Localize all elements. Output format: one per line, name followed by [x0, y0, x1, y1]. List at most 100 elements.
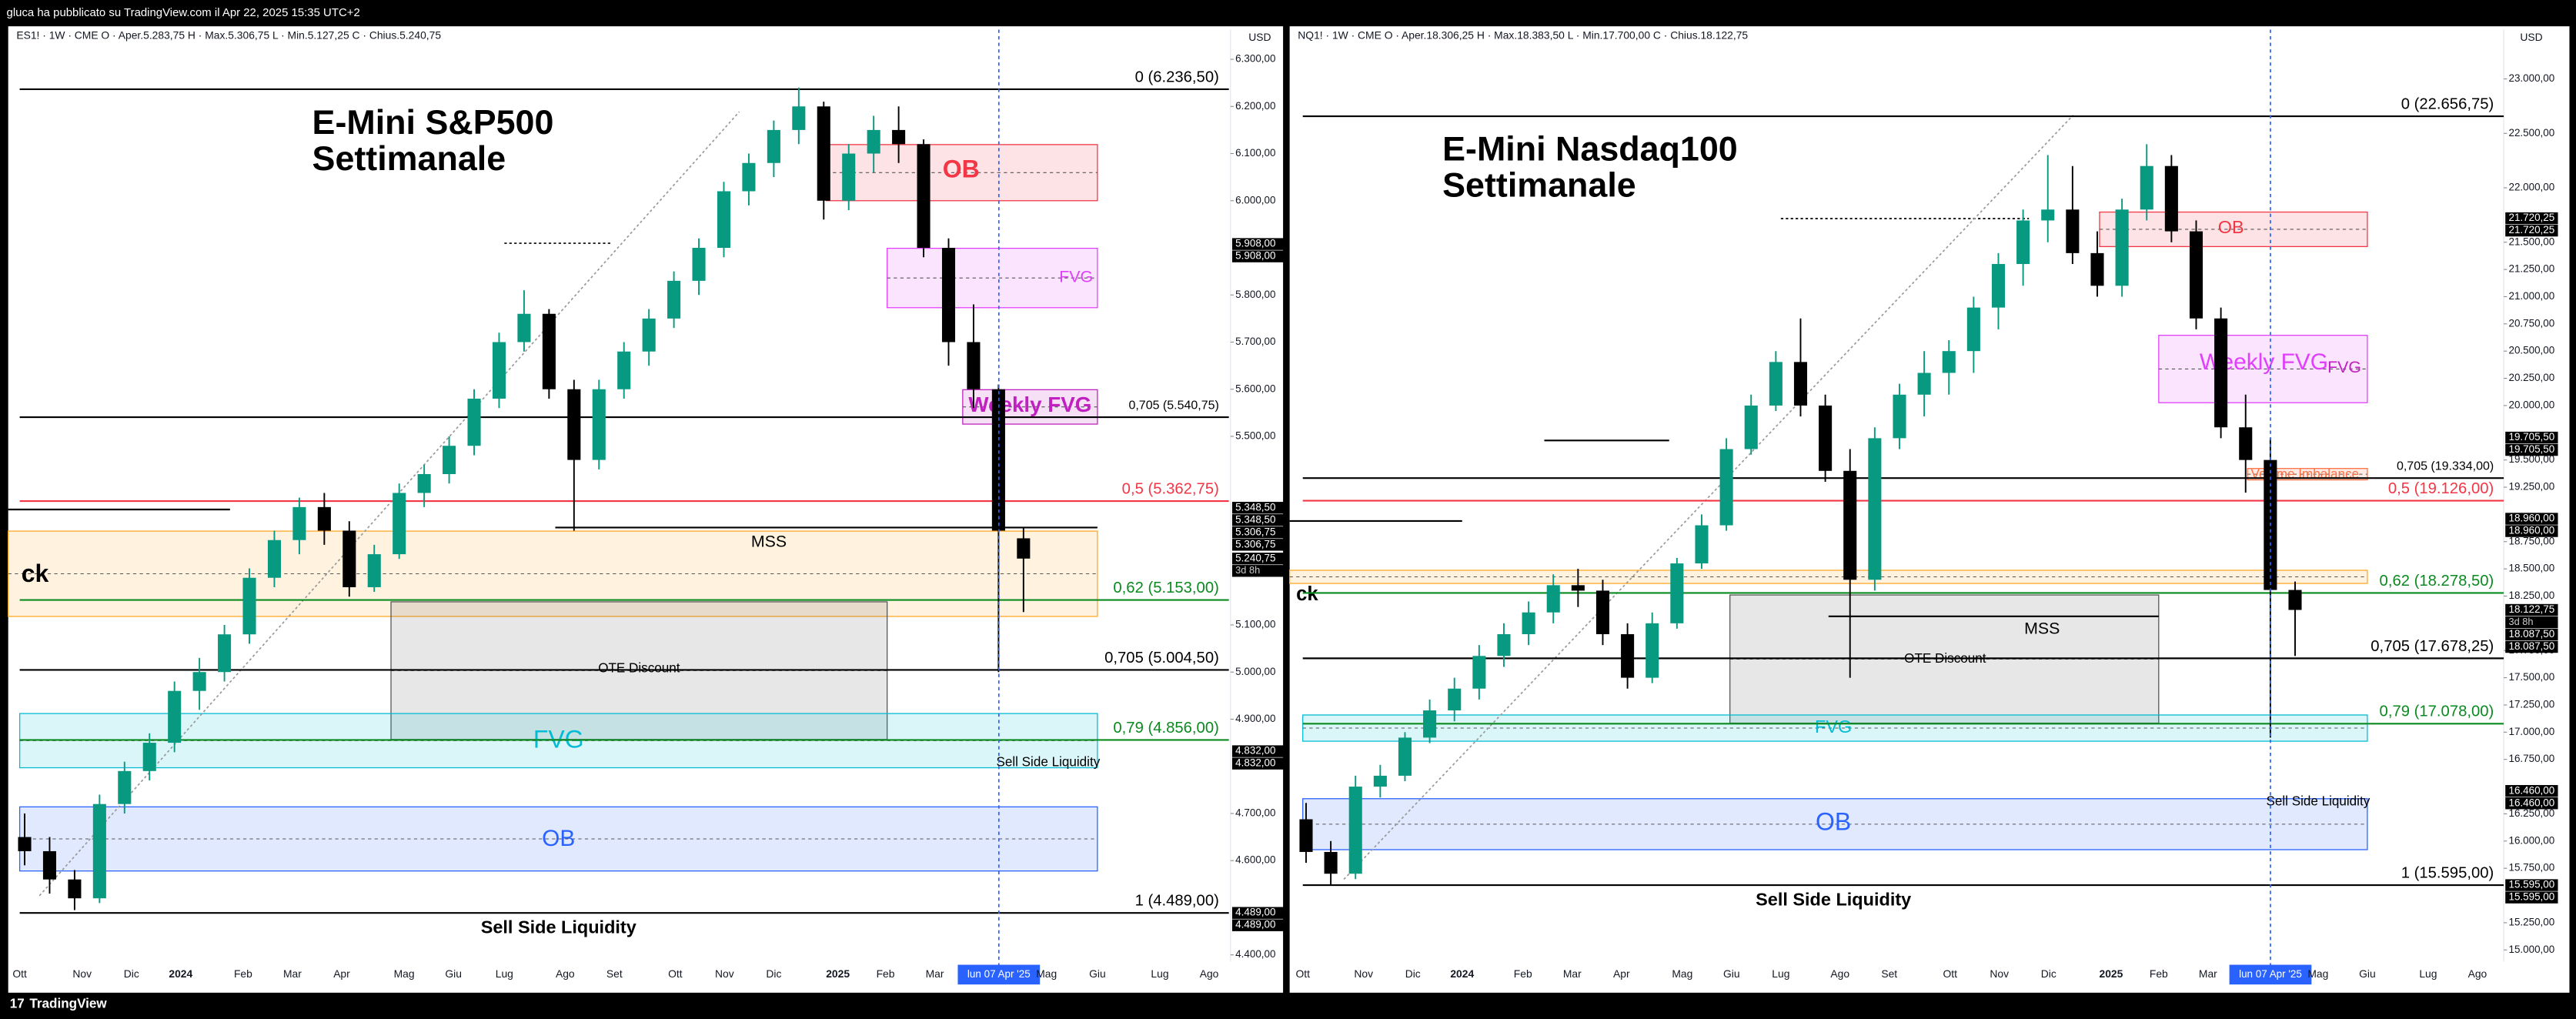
candle-body: [1868, 438, 1882, 580]
price-badge-label: 19.705,50: [2508, 431, 2554, 443]
price-badge: [1231, 745, 1285, 757]
countdown-bg: [1231, 565, 1285, 577]
candle-body: [1522, 612, 1535, 635]
candle-body: [142, 743, 156, 771]
y-tick-label: 17.250,00: [2508, 699, 2554, 710]
price-badge-label: 5.240,75: [1235, 552, 1275, 563]
date-marker-bg: [957, 964, 1041, 985]
x-tick-label: Apr: [1613, 967, 1630, 980]
x-tick-label: Apr: [333, 967, 350, 980]
candle-body: [642, 318, 656, 352]
y-tick-label: 6.300,00: [1235, 53, 1275, 65]
y-tick-label: 6.100,00: [1235, 147, 1275, 159]
candle-body: [1497, 634, 1511, 657]
zone-label: OB: [2218, 217, 2244, 237]
candle-body: [192, 672, 206, 691]
candle-body: [42, 850, 57, 880]
right-panel: [1289, 26, 2570, 993]
zone-label: OB: [1816, 807, 1851, 835]
fib-label: 0,79 (4.856,00): [1113, 720, 1218, 737]
candle-body: [1966, 307, 1980, 352]
y-tick-label: 16.750,00: [2508, 753, 2554, 764]
candle-body: [92, 804, 106, 899]
y-tick-label: 18.250,00: [2508, 590, 2554, 601]
price-badge-label: 18.960,00: [2508, 513, 2554, 524]
x-tick-label: Giu: [2359, 967, 2376, 980]
x-tick-label: Nov: [1990, 967, 2009, 980]
currency: USD: [2520, 31, 2542, 43]
price-badge-label: 5.908,00: [1235, 238, 1275, 249]
symbol-line: NQ1! · 1W · CME O · Aper.18.306,25 H · M…: [1298, 29, 1748, 42]
candle-body: [1843, 470, 1857, 580]
zone-label: FVG: [1815, 717, 1852, 737]
price-badge: [1231, 250, 1285, 262]
fib-label: 0 (22.656,75): [2401, 95, 2494, 112]
candle-body: [717, 191, 731, 249]
y-tick-label: 23.000,00: [2508, 72, 2554, 84]
annotation: FVG: [2327, 358, 2361, 376]
candle-body: [1893, 394, 1906, 439]
x-tick-label: Ott: [12, 967, 27, 980]
candle-body: [892, 129, 906, 145]
candle-body: [692, 248, 706, 281]
candle-body: [1621, 634, 1635, 678]
candle-body: [592, 389, 606, 460]
candle-body: [1942, 351, 1956, 373]
price-badge: [1231, 919, 1285, 931]
y-tick-label: 4.400,00: [1235, 948, 1275, 960]
chart-title: E-Mini S&P500: [312, 102, 554, 142]
y-tick-label: 21.250,00: [2508, 263, 2554, 275]
x-tick-label: Dic: [2041, 967, 2056, 980]
countdown: 3d 8h: [1235, 564, 1260, 576]
annotation: Sell Side Liquidity: [481, 917, 636, 937]
x-tick-label: Feb: [2150, 967, 2168, 980]
x-tick-label: 2024: [1450, 967, 1474, 980]
y-tick-label: 22.500,00: [2508, 127, 2554, 139]
x-tick-label: Lug: [1151, 967, 1168, 980]
candle-body: [2189, 231, 2203, 319]
x-tick-label: Giu: [445, 967, 462, 980]
candle-body: [792, 106, 806, 130]
candle-body: [1769, 362, 1782, 406]
y-tick-label: 5.700,00: [1235, 336, 1275, 347]
y-tick-label: 22.000,00: [2508, 182, 2554, 193]
annotation: Sell Side Liquidity: [996, 754, 1100, 769]
price-badge-label: 16.460,00: [2508, 784, 2554, 796]
fib-label: 1 (15.595,00): [2401, 864, 2494, 881]
y-tick-label: 5.100,00: [1235, 619, 1275, 630]
fib-label: 0 (6.236,50): [1135, 68, 1219, 85]
candle-body: [1299, 819, 1313, 852]
candle-body: [567, 389, 581, 460]
y-tick-label: 15.000,00: [2508, 944, 2554, 955]
candle-body: [1793, 362, 1808, 406]
price-badge: [1231, 502, 1285, 514]
price-badge: [2505, 443, 2558, 456]
fib-label: 0,62 (5.153,00): [1113, 580, 1218, 596]
candle-body: [542, 313, 556, 389]
y-tick-label: 6.200,00: [1235, 100, 1275, 112]
candle-body: [218, 634, 232, 673]
price-badge-label: 15.595,00: [2508, 891, 2554, 903]
candle-body: [2239, 427, 2253, 460]
price-badge-label: 5.348,50: [1235, 513, 1275, 525]
chart-title: Settimanale: [1442, 165, 1636, 204]
candle-body: [767, 129, 780, 163]
chart-title: Settimanale: [312, 139, 506, 178]
price-badge-label: 4.832,00: [1235, 745, 1275, 757]
price-badge: [2505, 628, 2558, 641]
x-tick-label: Mag: [1672, 967, 1692, 980]
fib-label: 0,62 (18.278,50): [2380, 573, 2494, 590]
price-badge-label: 16.460,00: [2508, 797, 2554, 808]
candle-body: [1819, 405, 1833, 471]
y-tick-label: 20.000,00: [2508, 399, 2554, 410]
currency: USD: [1248, 31, 1271, 43]
candle-body: [18, 837, 32, 851]
candle-body: [1448, 688, 1462, 711]
candle-body: [1324, 851, 1338, 874]
candle-body: [267, 540, 282, 578]
price-badge-label: 5.348,50: [1235, 501, 1275, 513]
countdown-bg: [2505, 616, 2558, 629]
y-tick-label: 16.250,00: [2508, 807, 2554, 819]
fib-label: 0,5 (5.362,75): [1122, 480, 1219, 497]
x-tick-label: Set: [1881, 967, 1897, 980]
